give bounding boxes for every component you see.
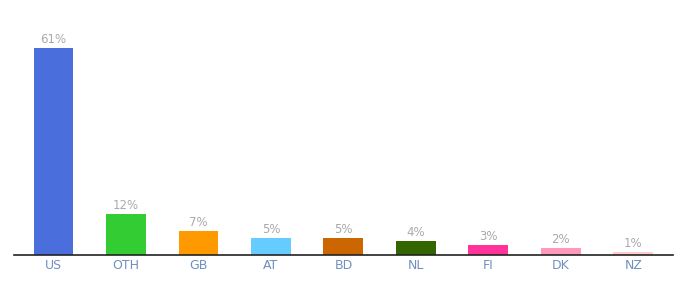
Text: 4%: 4%	[407, 226, 425, 239]
Bar	[324, 238, 363, 255]
Bar	[106, 214, 146, 255]
Bar	[251, 238, 291, 255]
Text: 5%: 5%	[334, 223, 353, 236]
Text: 7%: 7%	[189, 216, 208, 229]
Text: 2%: 2%	[551, 233, 570, 246]
Text: 12%: 12%	[113, 199, 139, 212]
Text: 61%: 61%	[40, 33, 67, 46]
Text: 5%: 5%	[262, 223, 280, 236]
Text: 1%: 1%	[624, 237, 643, 250]
Bar	[178, 231, 218, 255]
Bar	[541, 248, 581, 255]
Text: 3%: 3%	[479, 230, 498, 243]
Bar	[469, 245, 508, 255]
Bar	[396, 242, 436, 255]
Bar	[33, 48, 73, 255]
Bar	[613, 252, 653, 255]
